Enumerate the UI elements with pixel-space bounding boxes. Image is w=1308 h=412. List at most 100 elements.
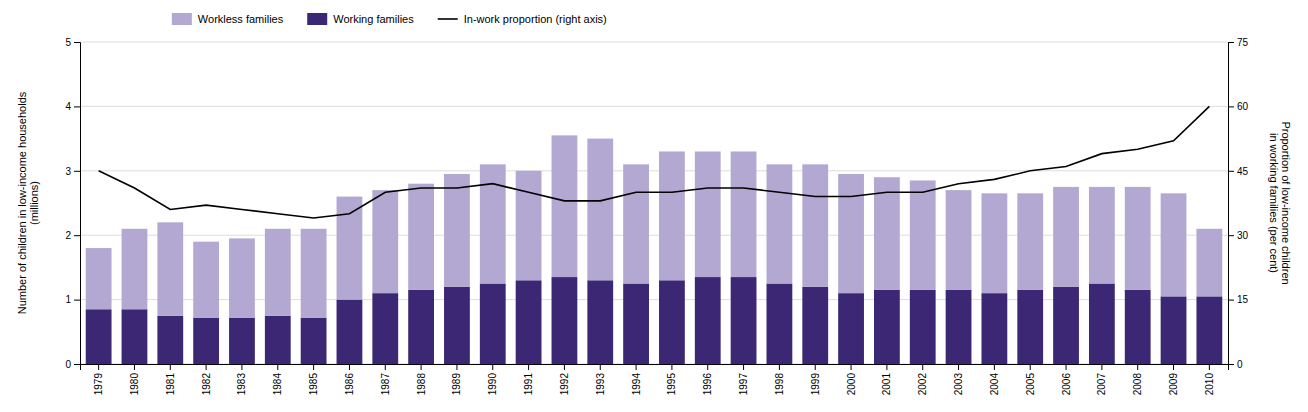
tick-label: 1984	[272, 373, 283, 396]
bar	[552, 135, 578, 277]
tick-label: 1986	[344, 373, 355, 396]
tick-label: 15	[1237, 294, 1249, 305]
bar	[1089, 284, 1115, 365]
tick: 1	[65, 294, 80, 305]
tick-label: 1981	[165, 373, 176, 396]
tick: 2009	[1168, 364, 1179, 395]
tick-label: 1983	[236, 373, 247, 396]
bar	[695, 277, 721, 364]
tick-mark	[779, 364, 780, 370]
tick: 1987	[380, 364, 391, 395]
bar	[910, 290, 936, 364]
tick-label: 1994	[631, 373, 642, 396]
grid	[80, 42, 1228, 364]
tick-mark	[1209, 364, 1210, 370]
tick-mark	[98, 364, 99, 370]
tick-mark	[851, 364, 852, 370]
tick-label: 2007	[1096, 373, 1107, 396]
tick-label: 75	[1237, 37, 1249, 48]
grid-line	[80, 170, 1228, 171]
bar	[1053, 287, 1079, 364]
tick: 1993	[595, 364, 606, 395]
legend-entry: Working families	[307, 13, 414, 25]
tick-mark	[74, 106, 80, 107]
tick-mark	[206, 364, 207, 370]
tick: 1997	[738, 364, 749, 395]
bar	[122, 229, 148, 310]
tick: 2001	[881, 364, 892, 395]
legend-label: Working families	[333, 13, 414, 25]
y-axis-title: Number of children in low-income househo…	[16, 91, 41, 314]
bar	[157, 222, 183, 315]
tick: 3	[65, 166, 80, 177]
bar	[265, 316, 291, 364]
tick: 1986	[344, 364, 355, 395]
grid-line	[80, 106, 1228, 107]
axis-line	[81, 365, 1229, 371]
tick-mark	[134, 364, 135, 370]
tick-label: 1996	[702, 373, 713, 396]
bar	[408, 290, 434, 364]
legend-label: Workless families	[198, 13, 284, 25]
bar	[659, 280, 685, 364]
tick: 75	[1228, 37, 1249, 48]
bar	[587, 280, 613, 364]
tick-label: 1999	[810, 373, 821, 396]
axis-line	[1229, 43, 1235, 365]
tick-label: 1993	[595, 373, 606, 396]
tick-label: 1989	[451, 373, 462, 396]
tick-mark	[958, 364, 959, 370]
y2-axis: 01530456075	[1228, 37, 1249, 370]
legend-entry: In-work proportion (right axis)	[438, 13, 607, 25]
tick-label: 1982	[201, 373, 212, 396]
tick: 1996	[702, 364, 713, 395]
tick-label: 0	[1237, 359, 1243, 370]
y2-axis-title: Proportion of low-income childrenin work…	[1268, 121, 1293, 284]
bar	[623, 284, 649, 365]
tick: 0	[1228, 359, 1243, 370]
bar	[193, 318, 219, 364]
marks	[86, 106, 1223, 364]
bar	[1017, 193, 1043, 290]
plot-area: 1979198019811982198319841985198619871988…	[65, 37, 1248, 396]
tick: 1982	[201, 364, 212, 395]
tick-mark	[1228, 364, 1234, 365]
tick-label: 30	[1237, 230, 1249, 241]
grid-line	[80, 42, 1228, 43]
bar	[265, 229, 291, 316]
tick-mark	[421, 364, 422, 370]
bar	[193, 242, 219, 318]
tick: 2004	[989, 364, 1000, 395]
bar	[516, 280, 542, 364]
tick: 1980	[129, 364, 140, 395]
bar	[1196, 296, 1222, 364]
tick-mark	[241, 364, 242, 370]
bar	[86, 309, 112, 364]
tick-label: 2009	[1168, 373, 1179, 396]
bar	[695, 151, 721, 277]
tick-label: 1997	[738, 373, 749, 396]
tick-label: 1	[65, 294, 71, 305]
chart: 1979198019811982198319841985198619871988…	[0, 0, 1308, 412]
tick-label: 2008	[1132, 373, 1143, 396]
tick-mark	[313, 364, 314, 370]
tick-mark	[492, 364, 493, 370]
tick-mark	[815, 364, 816, 370]
tick-label: 60	[1237, 101, 1249, 112]
tick: 1984	[272, 364, 283, 395]
bar	[229, 318, 255, 364]
tick-mark	[349, 364, 350, 370]
tick: 2010	[1204, 364, 1215, 395]
tick-mark	[74, 171, 80, 172]
tick: 2000	[846, 364, 857, 395]
tick-label: 2001	[881, 373, 892, 396]
legend-swatch	[307, 13, 327, 25]
tick: 1991	[523, 364, 534, 395]
tick: 2005	[1025, 364, 1036, 395]
tick: 2007	[1096, 364, 1107, 395]
bar-series	[86, 277, 1223, 364]
bar	[552, 277, 578, 364]
bar	[1196, 229, 1222, 297]
bar	[981, 293, 1007, 364]
tick-label: 0	[65, 359, 71, 370]
